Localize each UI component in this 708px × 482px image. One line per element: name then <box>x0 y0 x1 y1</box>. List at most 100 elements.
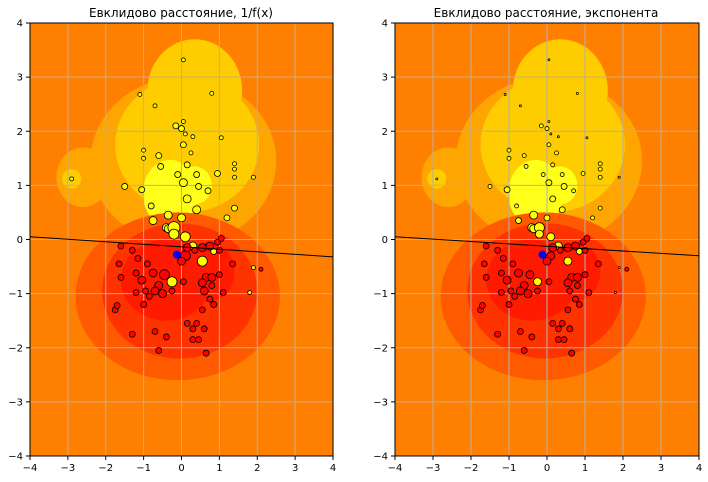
data-point <box>190 134 196 140</box>
data-point <box>575 301 583 308</box>
data-point <box>514 203 519 209</box>
data-point <box>205 241 215 251</box>
data-point <box>140 301 148 308</box>
x-tick-label: −3 <box>426 463 441 474</box>
data-point <box>121 183 129 190</box>
data-point <box>218 135 224 141</box>
data-point <box>177 256 186 266</box>
data-point <box>166 276 178 288</box>
data-point <box>549 319 557 327</box>
data-point <box>523 289 533 299</box>
data-point <box>159 269 170 281</box>
data-point <box>147 202 155 210</box>
contour-level <box>547 242 601 302</box>
data-point <box>251 265 256 271</box>
data-point <box>520 347 528 354</box>
data-point <box>229 260 237 268</box>
data-point <box>535 229 544 239</box>
data-point <box>507 287 515 295</box>
data-point <box>523 164 529 169</box>
data-point <box>182 194 192 204</box>
data-point <box>202 349 210 357</box>
data-point <box>560 336 568 344</box>
data-point <box>545 179 553 187</box>
data-point <box>525 270 535 280</box>
data-point <box>515 217 522 224</box>
contour-level <box>512 39 608 143</box>
ticks: −4 −3 −2 −1 0 1 2 3 4 −4 −3 −2 −1 0 1 2 3 4 <box>373 19 702 475</box>
data-point <box>179 231 191 243</box>
data-point <box>157 163 165 170</box>
y-tick-label: −3 <box>373 397 388 408</box>
data-point <box>571 241 580 251</box>
data-point <box>494 246 502 254</box>
data-point <box>566 287 574 295</box>
data-point <box>521 153 527 159</box>
data-point <box>482 273 490 281</box>
data-point <box>231 204 238 212</box>
contour-level <box>181 242 235 302</box>
y-tick-label: 0 <box>382 235 388 246</box>
data-point <box>614 291 617 294</box>
data-point <box>573 272 582 282</box>
data-point <box>503 186 511 194</box>
data-point <box>162 333 170 341</box>
x-tick-label: 2 <box>620 463 626 474</box>
y-tick-label: −2 <box>373 343 388 354</box>
data-point <box>251 174 256 180</box>
data-point <box>546 142 552 148</box>
data-point <box>178 125 185 132</box>
x-tick-label: −4 <box>23 463 38 474</box>
data-point <box>174 171 182 178</box>
y-tick-label: −4 <box>373 452 388 463</box>
data-point <box>514 268 523 278</box>
data-point <box>546 232 556 242</box>
data-point <box>115 260 123 268</box>
data-point <box>519 104 522 108</box>
contour-level <box>56 147 110 208</box>
data-point <box>232 161 237 167</box>
data-point <box>141 155 147 161</box>
data-point <box>558 319 566 327</box>
data-point <box>193 319 201 327</box>
x-tick-label: 2 <box>254 463 260 474</box>
data-point <box>172 122 180 130</box>
data-point <box>163 210 173 220</box>
data-point <box>144 260 151 268</box>
x-tick-label: −2 <box>98 463 113 474</box>
y-tick-label: −2 <box>8 343 23 354</box>
data-point <box>478 302 486 309</box>
contour-level <box>147 39 243 143</box>
x-tick-label: −2 <box>464 463 479 474</box>
decision-line <box>394 236 700 257</box>
data-point <box>189 325 197 333</box>
data-point <box>545 278 553 286</box>
data-point <box>534 287 541 295</box>
x-tick-label: 4 <box>696 463 702 474</box>
data-point <box>555 325 562 333</box>
data-point <box>138 186 146 194</box>
data-point <box>134 255 142 262</box>
data-point <box>528 333 536 341</box>
data-point <box>506 147 512 153</box>
data-point <box>581 271 589 279</box>
data-point <box>182 131 188 137</box>
data-point <box>583 235 591 242</box>
x-tick-label: −1 <box>136 463 151 474</box>
data-point <box>563 256 573 266</box>
data-point <box>563 278 573 288</box>
data-point <box>117 242 125 250</box>
data-point <box>206 295 214 303</box>
y-tick-label: 3 <box>382 73 388 84</box>
y-tick-label: −3 <box>8 397 23 408</box>
data-point <box>148 216 158 225</box>
data-point <box>558 206 566 214</box>
data-point <box>435 177 439 181</box>
x-tick-label: 3 <box>292 463 298 474</box>
data-point <box>137 92 143 97</box>
data-point <box>217 235 225 242</box>
data-point <box>178 178 188 188</box>
data-point <box>617 266 621 270</box>
x-tick-label: −1 <box>502 463 517 474</box>
y-tick-label: 1 <box>17 181 23 192</box>
